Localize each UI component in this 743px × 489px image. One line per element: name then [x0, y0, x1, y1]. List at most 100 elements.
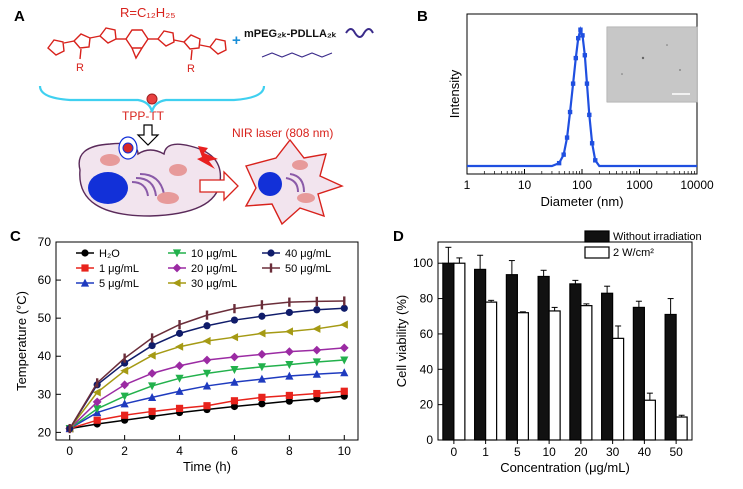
viability-bar: [485, 301, 498, 441]
temp-data-point: [340, 368, 349, 377]
dls-data-point: [589, 141, 595, 146]
temp-data-point: [285, 397, 293, 405]
temp-data-point: [258, 400, 266, 408]
viability-x-tick-label: 40: [638, 445, 652, 459]
temp-data-point: [178, 320, 181, 330]
temp-legend-swatch-marker: [269, 263, 273, 273]
temp-data-point: [68, 423, 71, 434]
nanoparticle-icon: [146, 93, 158, 105]
thiophene-ring-right: [209, 38, 227, 55]
temp-data-point: [257, 374, 267, 383]
viability-bar: [516, 312, 529, 441]
dls-y-axis-title: Intensity: [447, 69, 462, 118]
temp-legend-label: 20 μg/mL: [191, 263, 237, 275]
temp-legend-label: 10 μg/mL: [191, 248, 237, 260]
viability-bar: [601, 292, 614, 441]
temp-data-point: [340, 304, 348, 312]
viability-plot-frame: [437, 241, 693, 441]
temp-data-point: [95, 378, 99, 388]
temp-data-point: [175, 329, 184, 337]
temp-legend-swatch-marker: [172, 263, 182, 273]
dls-data-point: [580, 33, 585, 38]
r-group-label: R=C₁₂H₂₅: [120, 5, 175, 20]
lightning-icon: [197, 146, 218, 169]
temp-data-point: [202, 355, 212, 365]
temp-data-point: [230, 397, 239, 405]
tem-inset: [606, 26, 698, 103]
temp-legend-label: 40 μg/mL: [285, 248, 331, 260]
nucleus-left: [88, 172, 128, 204]
viability-bar: [548, 310, 561, 441]
temp-legend-swatch-marker: [172, 249, 182, 258]
golgi-right: [285, 173, 305, 193]
pyrrole-ring-right: [183, 34, 201, 50]
dls-data-point: [578, 27, 583, 32]
temp-data-point: [202, 381, 212, 390]
temp-data-point: [230, 402, 239, 411]
temp-y-tick-label: 60: [38, 273, 52, 287]
cell-uptake: [78, 136, 222, 217]
temp-x-tick-label: 10: [338, 444, 352, 458]
cell-damaged: [244, 138, 344, 226]
panel-c: C 0 2 4 6 8 10 20 30 40 50 60 70 Time (h) Temperature…: [10, 228, 359, 474]
panel-d: D 0 20 40 60 80 100 0 1 5 10 20 30 40 50 Concentration…: [393, 228, 702, 475]
dls-data-point: [570, 81, 576, 86]
thiophene-ring-left: [47, 39, 65, 56]
temp-data-point: [175, 374, 184, 383]
r-label-right: R: [187, 63, 195, 75]
temp-data-point: [93, 405, 102, 414]
temp-legend-swatch-marker: [172, 278, 181, 288]
temp-data-point: [339, 343, 349, 353]
temp-data-point: [312, 358, 321, 367]
vesicle-right-2: [297, 193, 315, 203]
temp-y-tick-label: 70: [38, 235, 52, 249]
viability-bar: [664, 313, 677, 441]
temp-data-point: [285, 361, 294, 370]
temp-data-point: [230, 365, 239, 374]
temp-data-point: [150, 333, 154, 343]
viability-bar: [474, 268, 487, 441]
tem-particle-1: [641, 56, 645, 60]
temp-data-point: [147, 392, 157, 401]
temperature-chart: 0 2 4 6 8 10 20 30 40 50 60 70 Time (h) Temperature (…: [14, 235, 359, 474]
temp-data-point: [92, 397, 102, 407]
viability-legend-swatch: [584, 246, 610, 259]
temp-legend-label: H₂O: [99, 248, 120, 260]
r-label-left: R: [76, 62, 84, 74]
temp-legend-label: 1 μg/mL: [99, 263, 139, 275]
golgi-left: [131, 173, 165, 197]
temp-data-point: [175, 361, 184, 371]
temp-data-point: [339, 320, 348, 329]
temp-data-point: [93, 416, 101, 424]
temp-data-point: [260, 300, 264, 310]
bracket-shape: [38, 85, 266, 113]
viability-bar: [453, 262, 466, 441]
viability-bar: [643, 399, 656, 441]
panel-b-label: B: [417, 8, 428, 25]
dls-data-point: [576, 36, 581, 41]
laser-label: NIR laser (808 nm): [232, 126, 333, 140]
temp-data-point: [120, 380, 130, 390]
viability-y-tick-label: 100: [413, 256, 433, 270]
plus-sign: +: [232, 32, 241, 49]
temp-plot-frame: [55, 241, 359, 441]
temp-data-point: [258, 312, 266, 320]
dls-data-point: [556, 160, 562, 166]
panel-b: B 1 10 100 1000 10000 Diameter (nm) Intensity: [417, 8, 714, 209]
temp-data-point: [175, 386, 184, 395]
temp-data-point: [148, 341, 156, 350]
tem-particle-4: [679, 69, 681, 71]
dls-x-tick-label: 1000: [626, 178, 653, 192]
viability-y-tick-label: 0: [426, 433, 433, 447]
dls-x-tick-label: 100: [572, 178, 592, 192]
temp-x-tick-label: 0: [66, 444, 73, 458]
viability-bar: [675, 416, 688, 441]
panel-a-label: A: [14, 8, 25, 25]
temp-data-point: [202, 336, 211, 346]
temp-data-point: [230, 316, 239, 324]
temp-y-tick-label: 40: [38, 349, 52, 363]
compound-label: TPP-TT: [122, 109, 165, 123]
temp-data-point: [285, 308, 293, 317]
dls-x-tick-label: 1: [464, 178, 471, 192]
thiophene-ring-3: [157, 30, 175, 47]
